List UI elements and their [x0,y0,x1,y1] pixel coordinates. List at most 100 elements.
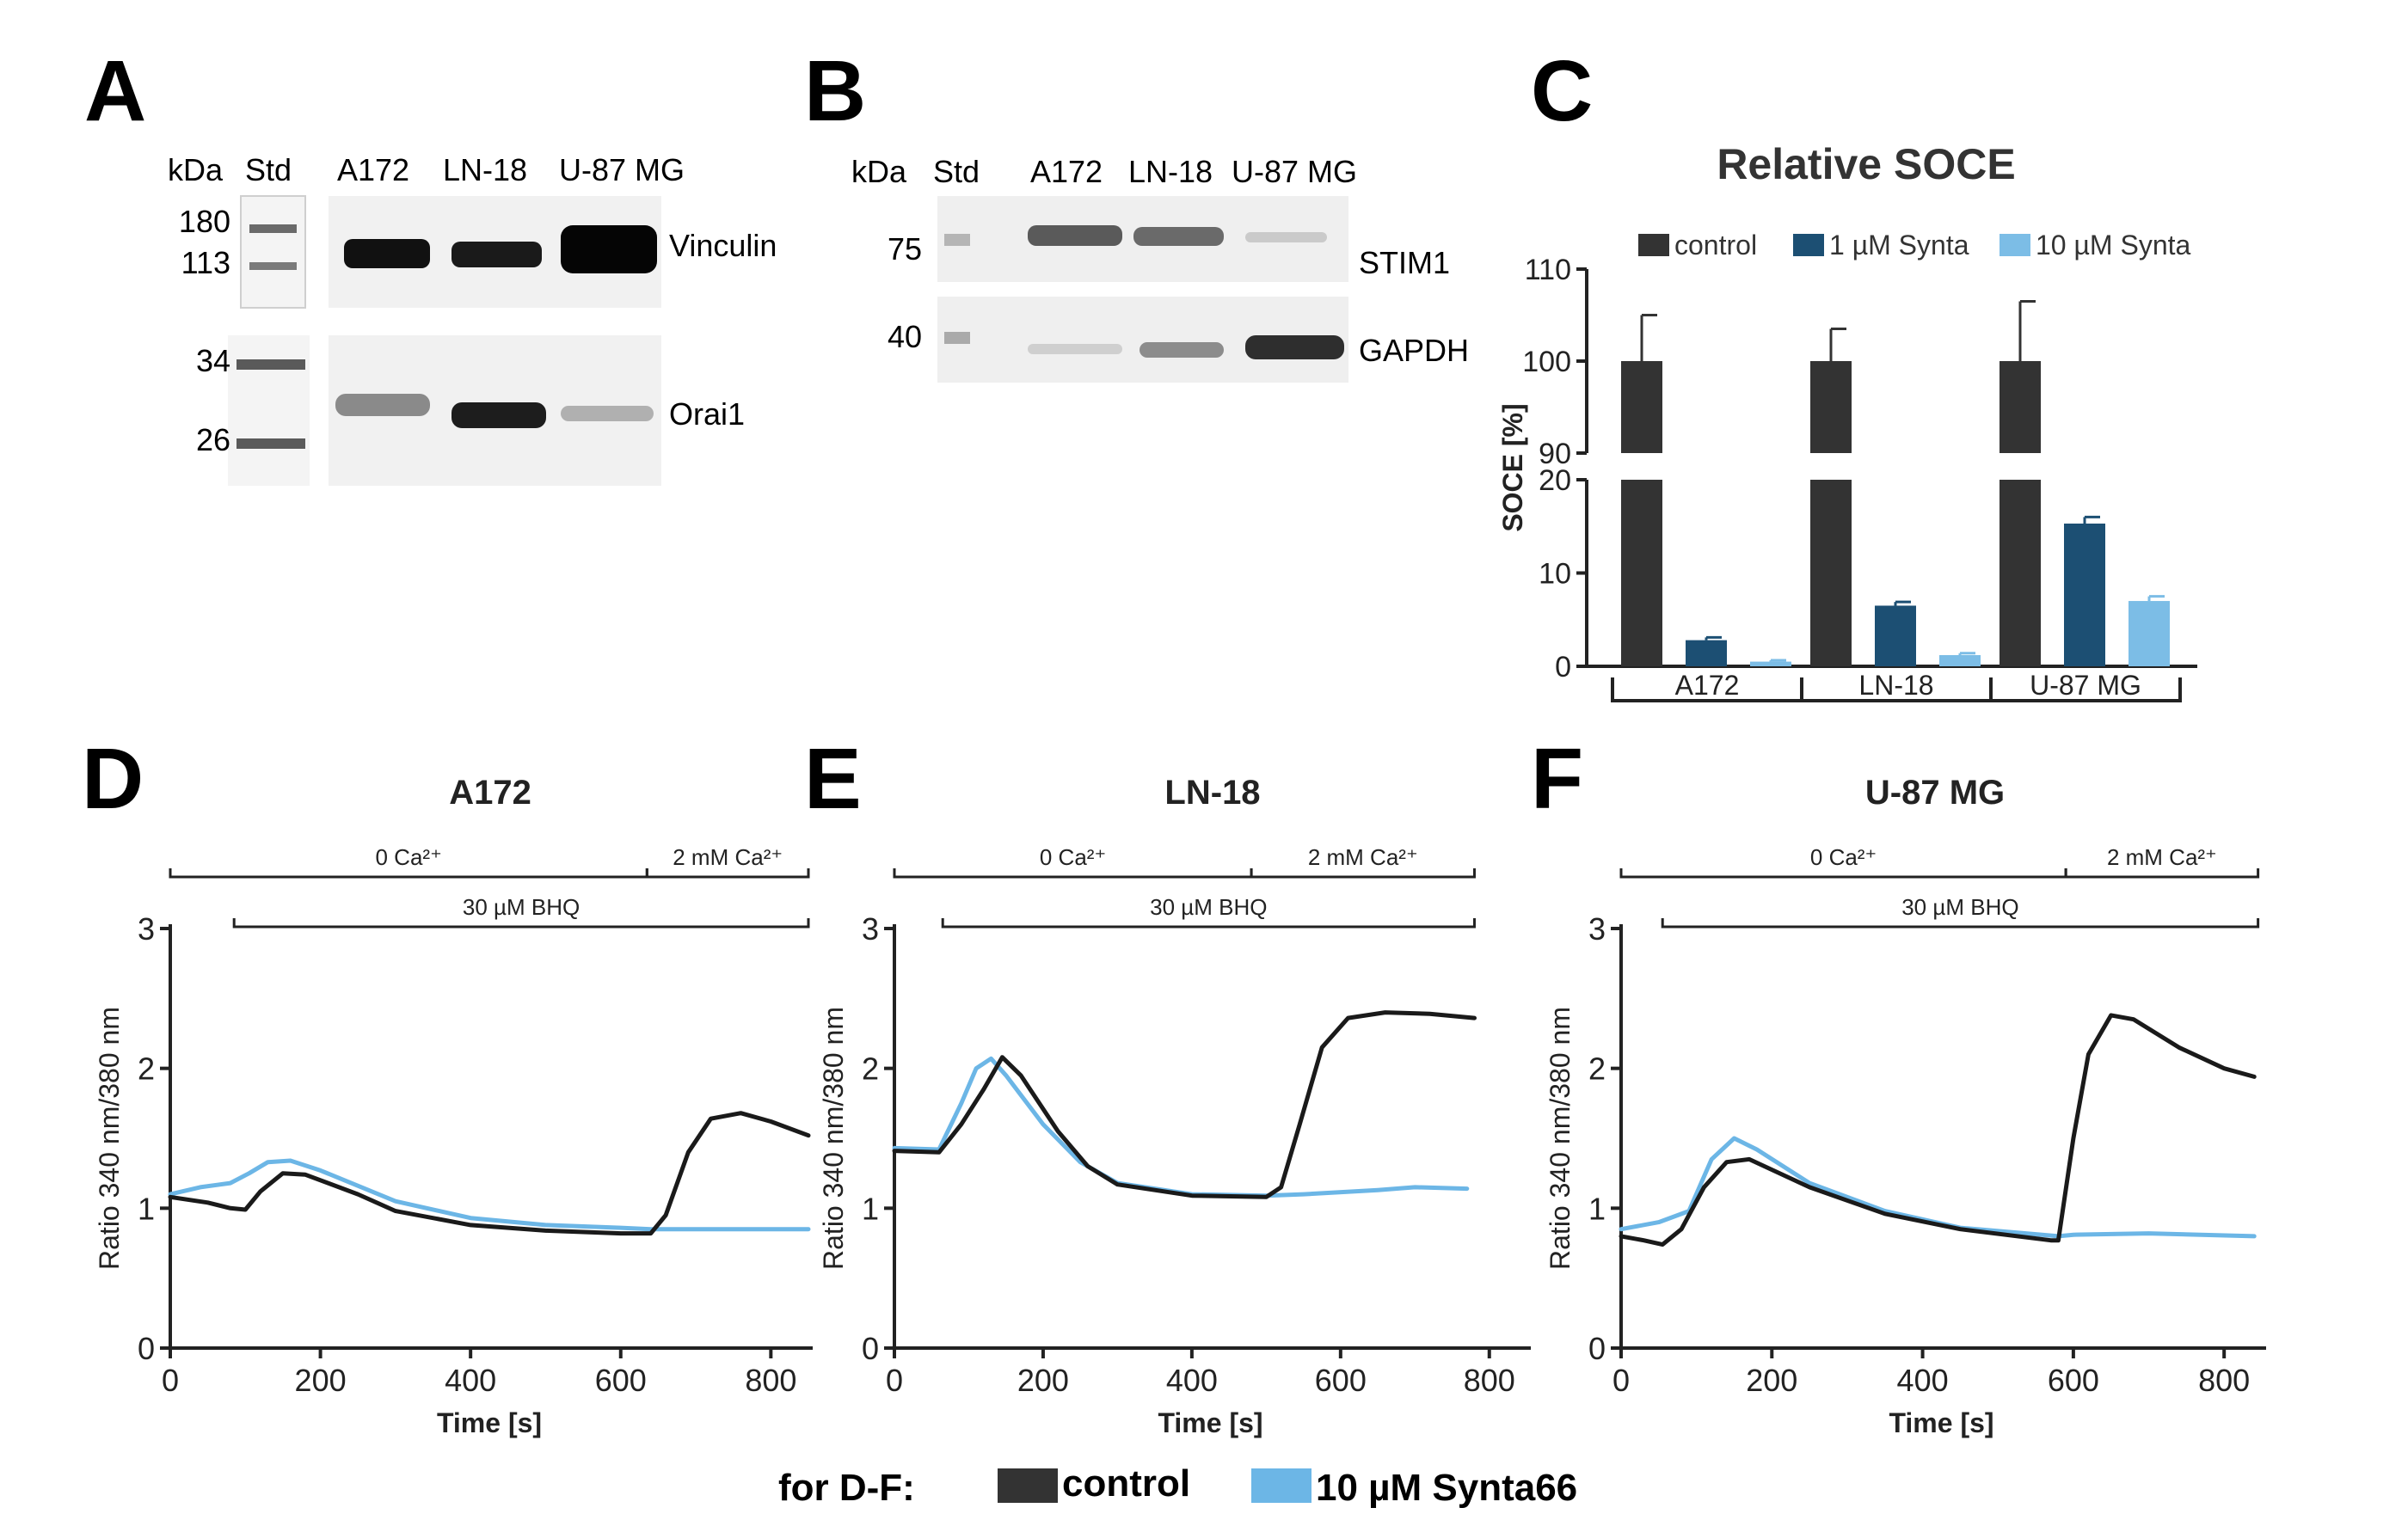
category-label: U-87 MG [2030,670,2141,701]
bar [1621,361,1662,453]
condition-label: 30 µM BHQ [1901,894,2018,920]
x-tick-label: 600 [1315,1363,1367,1398]
y-tick-label: 2 [862,1051,879,1087]
lane-label-a-3: U-87 MG [559,152,685,187]
y-axis-label: Ratio 340 nm/380 nm [94,1007,125,1270]
lane-label-b-3: U-87 MG [1232,154,1357,189]
bar [2000,480,2041,666]
bar [1750,661,1791,666]
x-tick-label: 200 [295,1363,347,1398]
condition-label: 2 mM Ca²⁺ [673,844,783,870]
series-line-control [1619,1013,2257,1247]
series-line-synta66 [168,1158,811,1232]
y-tick-label: 1 [1588,1191,1606,1226]
band-vinculin-a172 [344,239,430,268]
band-gapdh-ln18 [1140,342,1224,358]
x-tick-label: 600 [2048,1363,2099,1398]
protein-label-orai1: Orai1 [669,396,745,432]
panel-b: B kDa Std A172 LN-18 U-87 MG 75 STIM1 40… [804,43,1469,383]
y-tick-label: 110 [1525,254,1571,286]
band-orai1-a172 [335,394,430,416]
marker-label-b-40: 40 [888,319,922,354]
category-bracket [1989,677,2182,702]
std-lane-top [240,195,306,309]
panel-letter-a: A [84,43,146,139]
y-tick-label: 20 [1539,464,1571,497]
y-tick-label: 1 [862,1191,879,1226]
condition-label: 2 mM Ca²⁺ [1308,844,1418,870]
panel-letter-b: B [804,43,866,139]
series-line-control [892,1010,1477,1199]
condition-bar [645,868,810,879]
std-band [944,234,970,246]
condition-bar [1250,868,1476,879]
std-label-b: Std [933,154,980,189]
legend-swatch [1638,234,1669,256]
panel-letter-c: C [1531,43,1593,139]
condition-label: 30 µM BHQ [463,894,580,920]
panel-c: C Relative SOCE control 1 µM Synta 10 µM Sy… [1497,43,2197,702]
y-tick-label: 100 [1522,346,1571,378]
condition-bar [232,918,810,929]
band-orai1-ln18 [452,402,546,428]
bar [1810,361,1852,453]
series-line-synta66 [1619,1136,2257,1239]
y-tick-label: 3 [1588,911,1606,947]
condition-label: 0 Ca²⁺ [1810,844,1877,870]
y-tick-label: 1 [138,1191,155,1226]
kda-label-b: kDa [851,154,907,189]
std-band [236,438,305,449]
legend-swatch-control [998,1468,1058,1503]
legend-swatch-synta66 [1251,1468,1312,1503]
chart-title: Relative SOCE [1717,140,2015,188]
legend-label: 10 µM Synta [2036,230,2191,261]
chart-title: LN-18 [1164,774,1260,812]
x-axis-label: Time [s] [1889,1407,1993,1438]
panel-letter-e: E [804,731,862,827]
y-tick-label: 3 [138,911,155,947]
bar [1810,480,1852,666]
std-band [236,359,305,370]
band-stim1-ln18 [1133,227,1224,246]
shared-legend: for D-F: control 10 µM Synta66 [778,1462,1577,1509]
band-orai1-u87 [561,406,654,421]
std-band [249,224,297,233]
condition-label: 0 Ca²⁺ [1040,844,1106,870]
y-tick-label: 3 [862,911,879,947]
series-line-synta66 [892,1056,1470,1198]
x-tick-label: 800 [745,1363,796,1398]
marker-label-a-113: 113 [181,245,230,280]
x-tick-label: 400 [1166,1363,1218,1398]
panel-a: A kDa Std A172 LN-18 U-87 MG 180 113 Vin… [84,43,777,486]
band-vinculin-u87 [561,225,657,273]
condition-label: 30 µM BHQ [1150,894,1267,920]
y-tick-label: 90 [1539,438,1571,470]
marker-label-a-26: 26 [196,422,230,457]
legend-label: 1 µM Synta [1829,230,1969,261]
x-axis-label: Time [s] [1158,1407,1262,1438]
x-tick-label: 600 [595,1363,647,1398]
bar [2000,361,2041,453]
bar [1875,605,1916,666]
marker-label-b-75: 75 [888,231,922,267]
y-tick-label: 10 [1539,558,1571,591]
legend-label-control: control [1062,1462,1190,1505]
x-tick-label: 800 [2198,1363,2250,1398]
y-tick-label: 0 [1588,1331,1606,1366]
panel-d: D A172 0 Ca²⁺ 2 mM Ca²⁺ 30 µM BHQ 0 1 2 3 0 200 40… [82,731,813,1438]
panel-e: E LN-18 0 Ca²⁺ 2 mM Ca²⁺ 30 µM BHQ 0 1 2 3 0 200 4… [804,731,1531,1438]
y-tick-label: 0 [138,1331,155,1366]
lane-label-a-2: LN-18 [443,152,527,187]
panel-f: F U-87 MG 0 Ca²⁺ 2 mM Ca²⁺ 30 µM BHQ 0 1 2 3 0 20… [1531,731,2266,1438]
x-tick-label: 0 [162,1363,179,1398]
bar [1939,654,1981,666]
bar [1621,480,1662,666]
protein-label-vinculin: Vinculin [669,228,777,263]
y-tick-label: 2 [138,1051,155,1087]
x-tick-label: 200 [1017,1363,1069,1398]
x-tick-label: 0 [886,1363,903,1398]
x-tick-label: 800 [1464,1363,1515,1398]
condition-label: 0 Ca²⁺ [376,844,442,870]
legend-label-synta66: 10 µM Synta66 [1316,1467,1577,1509]
